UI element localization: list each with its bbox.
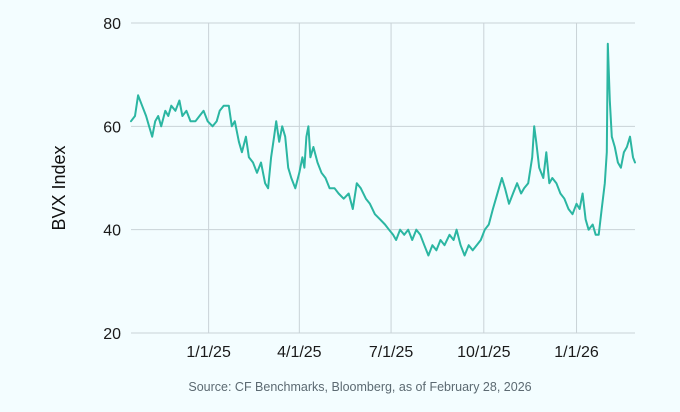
y-tick-label: 80 — [103, 16, 121, 33]
x-tick-label: 1/1/25 — [186, 344, 231, 361]
y-tick-label: 40 — [103, 223, 121, 240]
source-note: Source: CF Benchmarks, Bloomberg, as of … — [188, 380, 531, 394]
x-axis-ticks: 1/1/25 4/1/25 7/1/25 10/1/25 1/1/26 — [186, 344, 599, 361]
series-layer — [130, 42, 636, 257]
x-tick-label: 10/1/25 — [457, 344, 510, 361]
x-tick-label: 7/1/25 — [369, 344, 414, 361]
y-tick-label: 20 — [103, 326, 121, 343]
y-tick-label: 60 — [103, 119, 121, 136]
y-axis-ticks: 20 40 60 80 — [103, 16, 121, 343]
x-tick-label: 4/1/25 — [277, 344, 322, 361]
grid — [131, 22, 635, 334]
y-axis-label: BVX Index — [49, 145, 69, 230]
series-line — [130, 42, 636, 257]
x-tick-label: 1/1/26 — [554, 344, 599, 361]
